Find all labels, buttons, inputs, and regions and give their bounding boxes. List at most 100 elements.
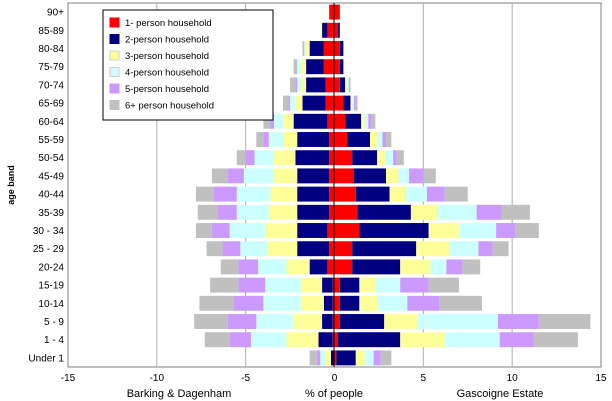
bar-segment-left [199,295,234,311]
bar-segment-right [449,241,479,257]
bar-segment-right [389,186,406,202]
age-band-label: 75-79 [38,62,64,73]
bars-group [194,4,591,366]
bar-segment-right [334,223,360,238]
bar-segment-left [297,241,330,257]
bar-segment-left [282,113,294,129]
bar-segment-left [309,350,317,366]
bar-segment-right [334,350,337,366]
bar-segment-right [410,204,438,220]
bar-segment-left [322,314,333,329]
legend-swatch [109,100,120,110]
bar-segment-left [329,241,335,257]
bar-segment-right [334,59,340,75]
x-tick-label: 0 [332,373,338,384]
bar-segment-left [222,241,241,257]
bar-segment-left [309,259,328,275]
age-band-label: 65-69 [38,99,64,110]
bar-segment-right [352,241,417,257]
bar-segment-right [497,314,539,329]
bar-segment-right [334,259,353,275]
bar-segment-left [297,77,301,93]
bar-segment-right [345,77,347,93]
bar-segment-right [373,350,381,366]
bar-segment-left [316,350,321,366]
bar-segment-right [364,113,369,129]
bar-segment-left [256,132,264,147]
bar-segment-left [250,332,287,348]
bar-segment-left [300,77,307,93]
bar-segment-left [323,295,333,311]
bar-segment-right [338,22,340,38]
bar-segment-left [297,132,330,147]
bar-segment-right [343,95,351,111]
legend-swatch [109,17,120,28]
bar-segment-right [428,277,459,293]
bar-segment-left [245,150,255,166]
legend-label: 2-person household [125,35,209,46]
bar-segment-left [282,132,298,147]
bar-segment-left [243,168,275,184]
bar-segment-left [300,295,324,311]
bar-segment-right [346,77,349,93]
bar-segment-left [268,204,298,220]
bar-segment-left [300,277,323,293]
bar-segment-right [364,350,374,366]
bar-segment-right [339,314,385,329]
bar-segment-left [297,204,330,220]
age-band-label: 10-14 [38,299,64,310]
legend-label: 6+ person household [125,101,214,112]
bar-segment-left [290,77,296,93]
bar-segment-right [359,223,429,238]
bar-segment-right [334,132,347,147]
bar-segment-left [236,150,246,166]
bar-segment-left [329,4,335,20]
legend-label: 1- person household [125,18,212,29]
bar-segment-left [270,113,275,129]
bar-segment-right [334,4,340,20]
age-band-label: 45-49 [38,171,64,182]
bar-segment-left [304,41,307,56]
bar-segment-right [334,204,358,220]
bar-segment-right [423,168,436,184]
bar-segment-left [217,204,237,220]
bar-segment-left [320,350,326,366]
legend-label: 3-person household [125,51,209,62]
bar-segment-left [325,95,335,111]
bar-segment-right [377,295,408,311]
legend-swatch [109,83,120,94]
bar-segment-left [327,223,335,238]
bar-segment-left [263,113,271,129]
bar-segment-right [339,77,346,93]
age-band-label: 90+ [47,8,64,19]
age-band-label: 60-64 [38,117,64,128]
bar-segment-left [206,241,223,257]
legend-box [102,9,274,121]
bar-segment-right [334,168,355,184]
bar-segment-left [286,332,319,348]
bar-segment-right [398,168,410,184]
bar-segment-left [270,186,298,202]
bar-segment-right [400,277,429,293]
bar-segment-right [437,204,477,220]
bar-segment-right [533,332,578,348]
bar-segment-left [197,204,218,220]
age-band-label: 20-24 [38,262,64,273]
age-band-label: 35-39 [38,208,64,219]
bar-segment-left [268,132,283,147]
bar-segment-left [295,150,330,166]
bar-segment-left [309,41,324,56]
bar-segment-right [334,77,340,93]
bar-segment-left [329,204,335,220]
bar-segment-left [286,259,310,275]
bar-segment-right [346,132,371,147]
x-tick-labels: -15 -10 -5 0 5 10 15 [61,373,607,384]
x-tick-label: -5 [241,373,250,384]
x-tick-label: -10 [150,373,165,384]
bar-segment-right [336,350,356,366]
bar-segment-left [236,186,271,202]
bar-segment-right [382,132,387,147]
bar-segment-left [220,259,239,275]
bar-segment-left [229,223,266,238]
